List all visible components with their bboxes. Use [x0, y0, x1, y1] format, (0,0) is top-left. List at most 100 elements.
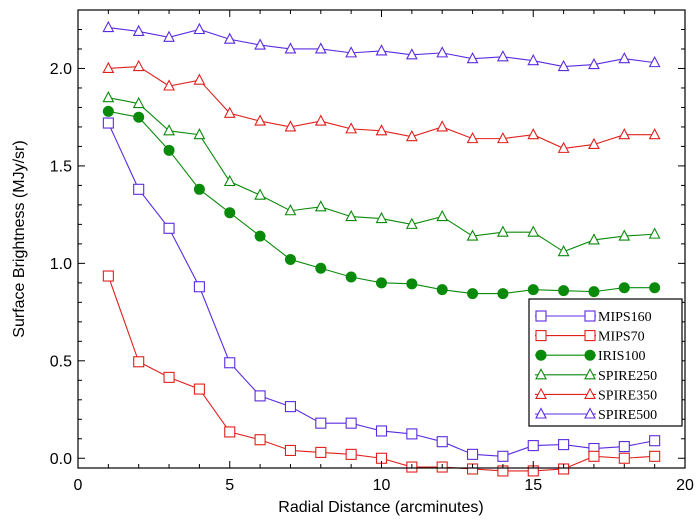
data-point-spire500: [132, 24, 145, 36]
legend-item-spire250: SPIRE250: [535, 368, 657, 384]
data-point-mips160: [466, 448, 479, 460]
data-point-spire500: [466, 52, 479, 64]
data-point-spire500: [527, 53, 540, 66]
data-point-spire250: [314, 200, 327, 212]
data-point-spire500: [163, 30, 175, 42]
data-point-mips160: [436, 436, 448, 448]
data-point-mips160: [527, 440, 539, 452]
data-point-iris100: [527, 284, 539, 296]
data-point-mips70: [284, 444, 297, 457]
data-point-spire350: [436, 120, 449, 132]
data-point-spire250: [345, 209, 358, 222]
legend-marker: [584, 368, 596, 380]
y-tick-label: 2.0: [50, 61, 72, 78]
data-point-spire500: [648, 55, 661, 68]
data-point-spire350: [284, 120, 297, 132]
legend-label: MIPS160: [598, 310, 652, 325]
legend-label: SPIRE250: [598, 369, 657, 384]
data-point-mips160: [224, 357, 236, 369]
x-tick-label: 20: [676, 477, 694, 494]
data-point-spire350: [163, 79, 175, 91]
data-point-spire350: [618, 128, 631, 140]
data-point-spire250: [436, 209, 449, 222]
y-tick-label: 1.0: [50, 256, 72, 273]
legend-marker: [535, 387, 547, 399]
data-point-spire250: [284, 204, 297, 216]
data-point-spire250: [527, 225, 540, 237]
series-spire500: [102, 20, 661, 72]
data-point-spire350: [102, 61, 115, 74]
data-point-iris100: [163, 144, 175, 156]
data-point-mips70: [254, 434, 266, 446]
data-point-spire250: [618, 229, 631, 241]
data-point-mips160: [375, 425, 388, 437]
legend-marker: [535, 349, 547, 361]
legend: MIPS160 MIPS70 IRIS100 SPIRE250 SPIRE350 SPIR…: [528, 298, 683, 427]
data-point-iris100: [649, 282, 661, 294]
legend-item-mips70: MIPS70: [535, 330, 645, 345]
legend-marker: [584, 407, 596, 419]
data-point-spire350: [527, 128, 540, 140]
data-point-mips70: [649, 450, 661, 462]
data-point-spire350: [193, 73, 206, 85]
data-point-mips160: [102, 117, 114, 129]
data-point-mips70: [193, 383, 205, 395]
data-point-spire250: [254, 188, 267, 200]
legend-marker: [535, 310, 547, 322]
data-point-spire350: [648, 128, 661, 140]
data-point-spire250: [466, 229, 479, 241]
series-mips160: [102, 117, 661, 462]
legend-label: SPIRE350: [598, 388, 657, 403]
legend-marker: [584, 310, 596, 322]
data-point-spire500: [254, 38, 267, 50]
data-point-spire500: [618, 52, 631, 64]
data-point-iris100: [406, 278, 418, 290]
legend-item-mips160: MIPS160: [535, 310, 652, 325]
data-point-spire250: [588, 233, 600, 245]
data-point-spire350: [557, 141, 570, 153]
data-point-mips70: [163, 371, 175, 383]
data-point-mips160: [254, 390, 266, 402]
data-point-spire500: [557, 59, 570, 72]
legend-marker: [535, 407, 547, 419]
data-point-spire350: [466, 131, 479, 144]
data-point-spire500: [223, 32, 236, 44]
data-point-iris100: [224, 207, 236, 219]
data-point-spire250: [132, 96, 145, 109]
data-point-spire500: [102, 20, 115, 33]
data-point-iris100: [497, 288, 509, 300]
data-point-mips70: [224, 426, 236, 438]
data-point-spire250: [496, 225, 509, 237]
data-point-mips160: [497, 450, 509, 462]
series-iris100: [102, 105, 661, 300]
data-point-spire350: [314, 114, 327, 126]
plot-series: [102, 20, 661, 477]
data-point-iris100: [284, 253, 296, 265]
series-spire250: [102, 91, 661, 257]
data-point-mips160: [133, 183, 145, 195]
data-point-spire250: [375, 211, 388, 224]
data-point-iris100: [102, 105, 114, 117]
data-point-spire500: [314, 42, 327, 54]
series-line-spire350: [108, 65, 655, 149]
data-point-spire350: [254, 114, 267, 126]
data-point-spire250: [405, 217, 418, 229]
data-point-mips160: [406, 428, 418, 440]
data-point-iris100: [315, 262, 327, 274]
data-point-spire350: [405, 129, 418, 142]
data-point-spire350: [496, 131, 509, 144]
data-point-spire500: [436, 46, 449, 58]
data-point-spire350: [345, 122, 358, 134]
data-point-mips160: [618, 441, 630, 453]
legend-marker: [584, 387, 596, 399]
legend-box: [528, 298, 683, 427]
x-tick-label: 0: [74, 477, 83, 494]
data-point-mips70: [466, 463, 479, 475]
data-point-spire350: [375, 124, 388, 136]
data-point-iris100: [436, 284, 448, 296]
data-point-spire350: [588, 137, 600, 150]
y-tick-label: 1.5: [50, 158, 72, 175]
data-point-spire500: [284, 42, 297, 54]
data-point-spire500: [375, 44, 388, 56]
